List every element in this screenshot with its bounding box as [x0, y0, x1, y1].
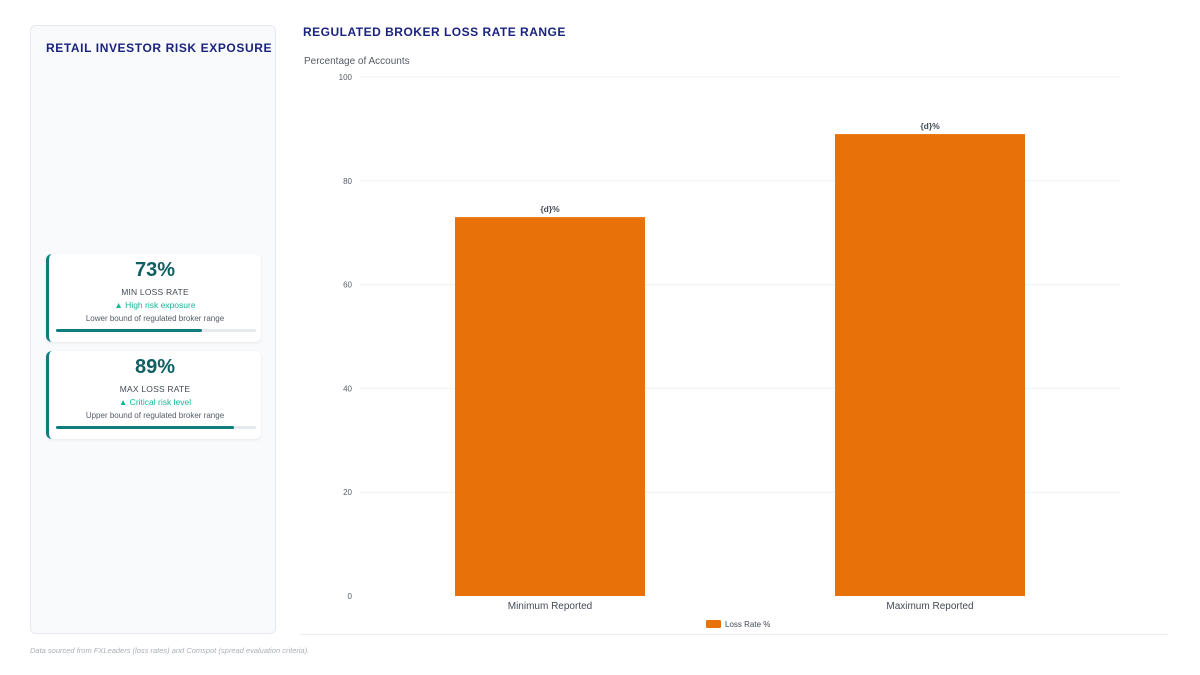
y-tick-label: 100	[339, 73, 353, 82]
y-tick-label: 60	[343, 281, 352, 290]
progress-track	[56, 329, 256, 332]
y-tick-label: 40	[343, 384, 352, 393]
x-tick-label: Minimum Reported	[508, 601, 592, 612]
y-tick-label: 0	[348, 592, 353, 601]
min-loss-rate-card: 73% MIN LOSS RATE ▲ High risk exposure L…	[46, 254, 261, 342]
card-description: Lower bound of regulated broker range	[85, 314, 225, 323]
card-value: 73%	[134, 259, 176, 281]
chart-title: REGULATED BROKER LOSS RATE RANGE	[303, 25, 566, 39]
max-loss-rate-card: 89% MAX LOSS RATE ▲ Critical risk level …	[46, 351, 261, 439]
x-tick-label: Maximum Reported	[886, 601, 973, 612]
data-label: {d}%	[920, 121, 940, 131]
bar	[835, 134, 1025, 596]
card-trend: ▲ Critical risk level	[118, 397, 192, 407]
legend-swatch	[706, 620, 721, 628]
bar	[455, 217, 645, 596]
legend-label: Loss Rate %	[725, 620, 770, 629]
card-value: 89%	[134, 356, 176, 378]
data-label: {d}%	[540, 204, 560, 214]
y-tick-label: 80	[343, 177, 352, 186]
card-label: MAX LOSS RATE	[119, 384, 191, 394]
y-tick-label: 20	[343, 488, 352, 497]
progress-fill	[56, 426, 234, 429]
divider	[300, 634, 1168, 635]
risk-exposure-panel: RETAIL INVESTOR RISK EXPOSURE 73% MIN LO…	[30, 25, 276, 634]
card-trend: ▲ High risk exposure	[114, 300, 196, 310]
progress-track	[56, 426, 256, 429]
card-description: Upper bound of regulated broker range	[85, 411, 225, 420]
card-label: MIN LOSS RATE	[121, 287, 189, 297]
bar-chart: 0 20 40 60 80 100 {d}% Minimum Reported {d}% Maxi…	[339, 73, 1120, 629]
panel-title: RETAIL INVESTOR RISK EXPOSURE	[46, 41, 273, 55]
y-axis-label: Percentage of Accounts	[304, 56, 410, 67]
progress-fill	[56, 329, 202, 332]
footer-note: Data sourced from FXLeaders (loss rates)…	[30, 646, 310, 655]
